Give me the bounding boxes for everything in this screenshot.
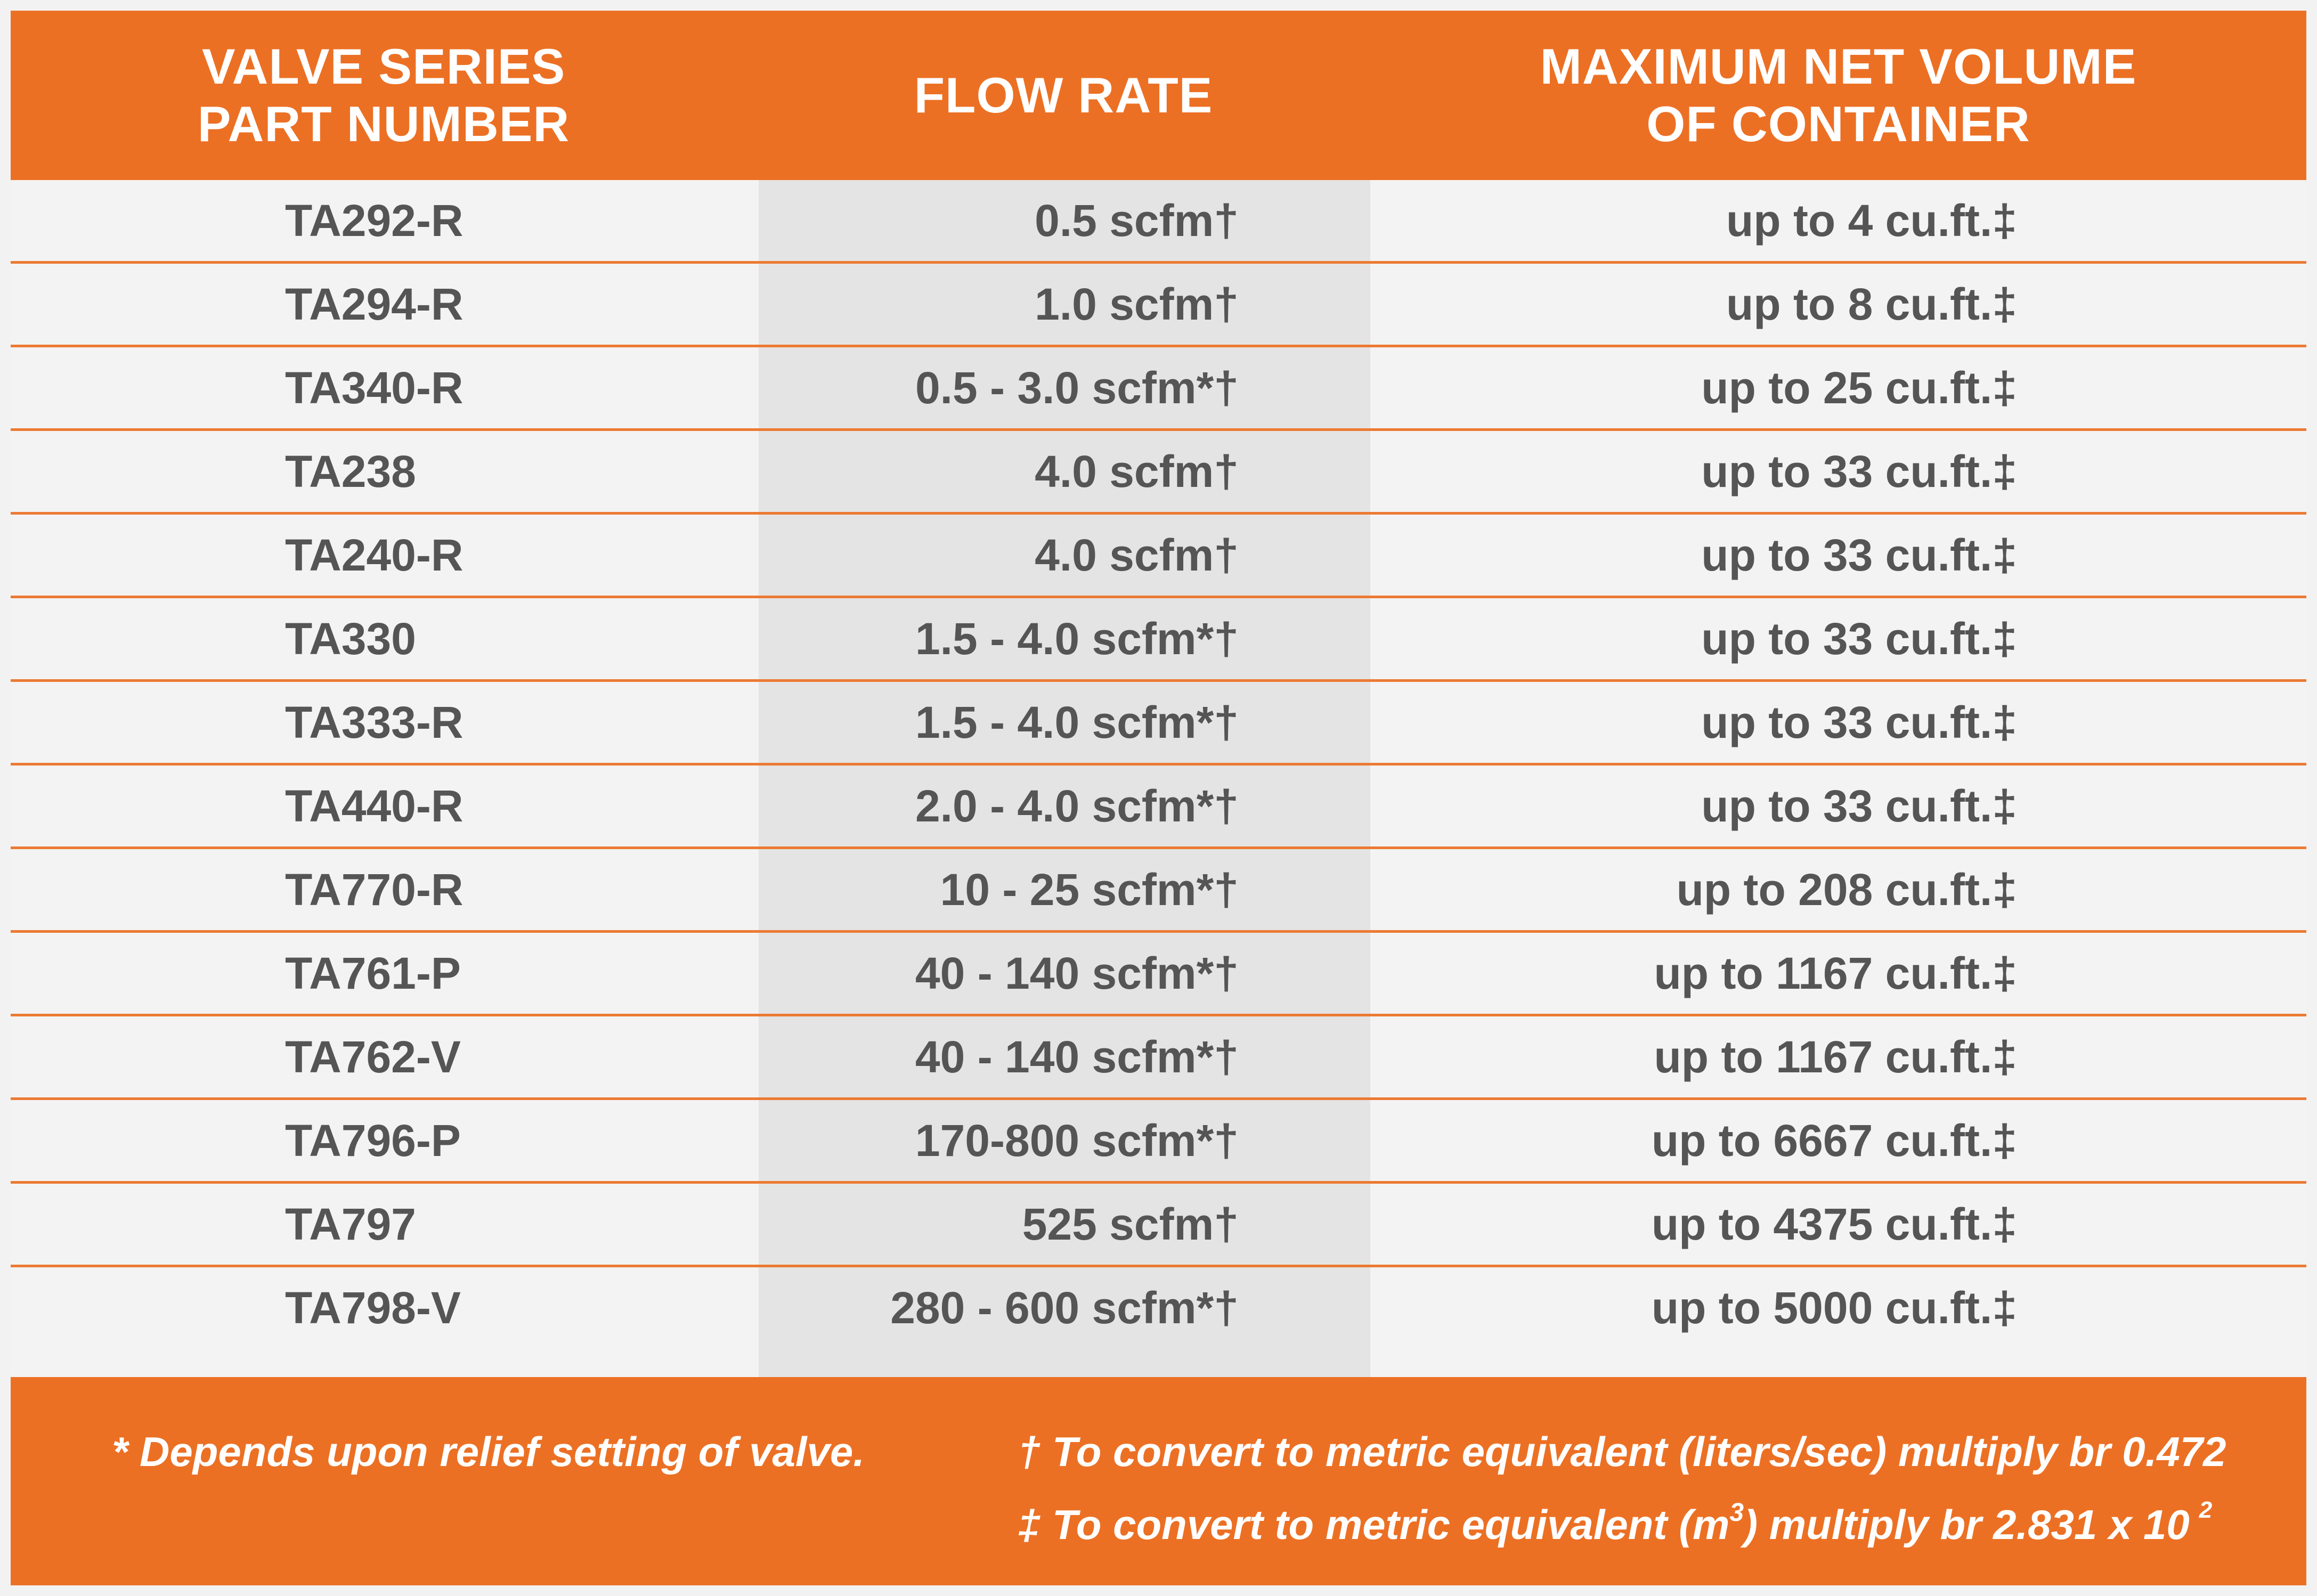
footnote-cubic-superscript: 3 [1729, 1499, 1744, 1527]
table-header: VALVE SERIES PART NUMBER FLOW RATE MAXIM… [11, 11, 2306, 180]
flow-rate-cell: 170-800 scfm*† [915, 1115, 1239, 1166]
table-row: TA440-R 2.0 - 4.0 scfm*† up to 33 cu.ft.… [11, 766, 2306, 849]
flow-rate-cell: 525 scfm† [1022, 1199, 1239, 1249]
volume-cell: up to 33 cu.ft.‡ [1701, 781, 2017, 831]
flow-rate-cell: 1.5 - 4.0 scfm*† [915, 614, 1239, 664]
row-divider [11, 846, 2306, 849]
table-body: TA292-R 0.5 scfm† up to 4 cu.ft.‡ TA294-… [11, 180, 2306, 1377]
flow-rate-cell: 1.5 - 4.0 scfm*† [915, 697, 1239, 747]
part-number-cell: TA333-R [285, 697, 464, 747]
spec-table: VALVE SERIES PART NUMBER FLOW RATE MAXIM… [11, 11, 2306, 1585]
row-divider [11, 1097, 2306, 1100]
row-divider [11, 261, 2306, 264]
flow-rate-cell: 280 - 600 scfm*† [890, 1283, 1239, 1333]
volume-cell: up to 1167 cu.ft.‡ [1654, 1032, 2017, 1082]
table-row: TA330 1.5 - 4.0 scfm*† up to 33 cu.ft.‡ [11, 598, 2306, 682]
part-number-cell: TA340-R [285, 363, 464, 413]
row-divider [11, 679, 2306, 682]
row-divider [11, 1014, 2306, 1016]
table-row: TA240-R 4.0 scfm† up to 33 cu.ft.‡ [11, 515, 2306, 598]
part-number-cell: TA798-V [285, 1283, 461, 1333]
header-part-number-line2: PART NUMBER [197, 96, 570, 152]
part-number-cell: TA330 [285, 614, 416, 664]
part-number-cell: TA292-R [285, 196, 464, 246]
row-divider [11, 596, 2306, 598]
volume-cell: up to 4 cu.ft.‡ [1726, 196, 2017, 246]
footnote-asterisk: * Depends upon relief setting of valve. [112, 1428, 865, 1475]
part-number-cell: TA761-P [285, 948, 461, 998]
header-flow-rate: FLOW RATE [757, 11, 1370, 180]
footnote-double-dagger-post: ) multiply br 2.831 x 10 [1744, 1501, 2190, 1548]
flow-rate-cell: 0.5 - 3.0 scfm*† [915, 363, 1239, 413]
flow-rate-cell: 10 - 25 scfm*† [940, 865, 1239, 915]
row-divider [11, 763, 2306, 766]
footnote-double-dagger-pre: ‡ To convert to metric equivalent (m [1018, 1501, 1730, 1548]
row-divider [11, 512, 2306, 515]
table-row: TA761-P 40 - 140 scfm*† up to 1167 cu.ft… [11, 933, 2306, 1016]
row-divider [11, 345, 2306, 347]
part-number-cell: TA796-P [285, 1115, 461, 1166]
part-number-cell: TA440-R [285, 781, 464, 831]
footnote-dagger: † To convert to metric equivalent (liter… [1018, 1428, 2226, 1475]
part-number-cell: TA294-R [285, 279, 464, 329]
row-divider [11, 1181, 2306, 1184]
table-row: TA238 4.0 scfm† up to 33 cu.ft.‡ [11, 431, 2306, 515]
part-number-cell: TA240-R [285, 530, 464, 580]
volume-cell: up to 4375 cu.ft.‡ [1651, 1199, 2017, 1249]
part-number-cell: TA797 [285, 1199, 416, 1249]
flow-rate-cell: 0.5 scfm† [1035, 196, 1239, 246]
table-row: TA340-R 0.5 - 3.0 scfm*† up to 25 cu.ft.… [11, 347, 2306, 431]
table-row: TA294-R 1.0 scfm† up to 8 cu.ft.‡ [11, 264, 2306, 347]
part-number-cell: TA238 [285, 446, 416, 496]
volume-cell: up to 6667 cu.ft.‡ [1651, 1115, 2017, 1166]
flow-rate-cell: 4.0 scfm† [1035, 446, 1239, 496]
flow-rate-cell: 1.0 scfm† [1035, 279, 1239, 329]
header-part-number-line1: VALVE SERIES [201, 38, 566, 94]
header-max-volume-line2: OF CONTAINER [1646, 96, 2030, 152]
table-row: TA333-R 1.5 - 4.0 scfm*† up to 33 cu.ft.… [11, 682, 2306, 766]
row-divider [11, 428, 2306, 431]
footnote-exponent: 2 [2199, 1497, 2213, 1523]
table-row: TA762-V 40 - 140 scfm*† up to 1167 cu.ft… [11, 1016, 2306, 1100]
row-divider [11, 1265, 2306, 1267]
header-max-volume-line1: MAXIMUM NET VOLUME [1540, 38, 2137, 94]
volume-cell: up to 33 cu.ft.‡ [1701, 697, 2017, 747]
volume-cell: up to 33 cu.ft.‡ [1701, 614, 2017, 664]
volume-cell: up to 25 cu.ft.‡ [1701, 363, 2017, 413]
volume-cell: up to 33 cu.ft.‡ [1701, 530, 2017, 580]
volume-cell: up to 33 cu.ft.‡ [1701, 446, 2017, 496]
part-number-cell: TA770-R [285, 865, 464, 915]
table-row: TA796-P 170-800 scfm*† up to 6667 cu.ft.… [11, 1100, 2306, 1184]
volume-cell: up to 8 cu.ft.‡ [1726, 279, 2017, 329]
header-part-number: VALVE SERIES PART NUMBER [11, 11, 757, 180]
flow-rate-cell: 40 - 140 scfm*† [915, 1032, 1239, 1082]
table-row: TA292-R 0.5 scfm† up to 4 cu.ft.‡ [11, 180, 2306, 264]
flow-rate-cell: 4.0 scfm† [1035, 530, 1239, 580]
header-flow-rate-label: FLOW RATE [914, 67, 1213, 123]
header-max-volume: MAXIMUM NET VOLUME OF CONTAINER [1370, 11, 2306, 180]
row-divider [11, 930, 2306, 933]
flow-rate-cell: 2.0 - 4.0 scfm*† [915, 781, 1239, 831]
flow-rate-column-band [759, 180, 1370, 1377]
volume-cell: up to 208 cu.ft.‡ [1676, 865, 2017, 915]
table-row: TA798-V 280 - 600 scfm*† up to 5000 cu.f… [11, 1267, 2306, 1351]
volume-cell: up to 1167 cu.ft.‡ [1654, 948, 2017, 998]
footnote-double-dagger: ‡ To convert to metric equivalent (m3) m… [1018, 1499, 2212, 1549]
volume-cell: up to 5000 cu.ft.‡ [1651, 1283, 2017, 1333]
table-row: TA770-R 10 - 25 scfm*† up to 208 cu.ft.‡ [11, 849, 2306, 933]
part-number-cell: TA762-V [285, 1032, 461, 1082]
table-row: TA797 525 scfm† up to 4375 cu.ft.‡ [11, 1184, 2306, 1267]
flow-rate-cell: 40 - 140 scfm*† [915, 948, 1239, 998]
footnotes: * Depends upon relief setting of valve. … [11, 1377, 2306, 1585]
